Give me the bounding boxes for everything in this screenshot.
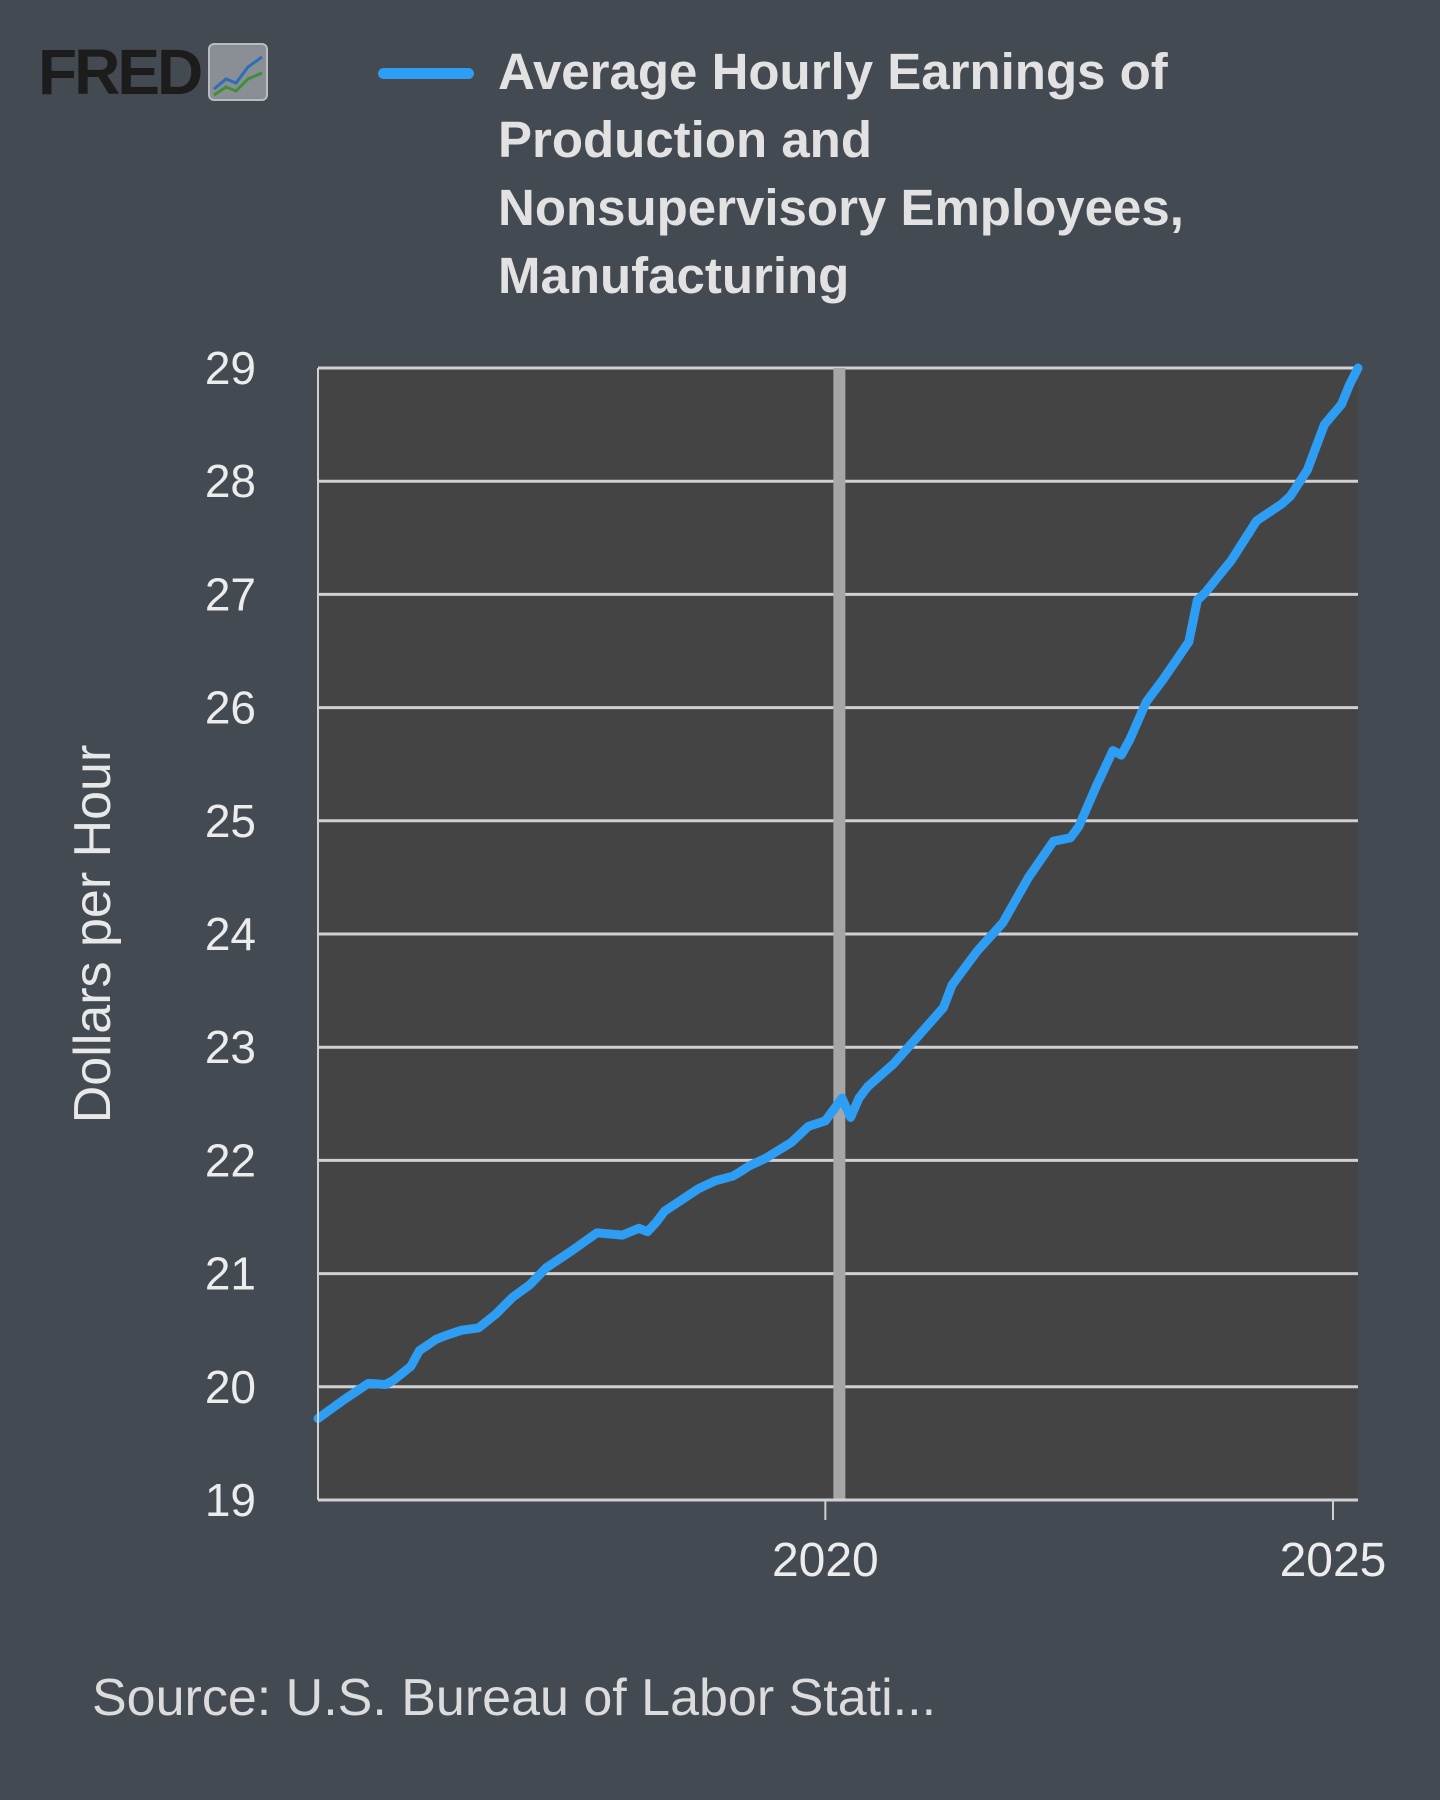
y-tick-20: 20	[205, 1361, 256, 1413]
y-tick-26: 26	[205, 682, 256, 734]
series-line	[313, 363, 1363, 1423]
legend-label: Average Hourly Earnings of Production an…	[498, 43, 1184, 304]
x-tick-2020: 2020	[772, 1534, 879, 1587]
tick-labels: 19 20 21 22 23 24 25 26 27 28 29 2020 2025	[205, 342, 1387, 1587]
y-tick-19: 19	[205, 1474, 256, 1526]
y-tick-28: 28	[205, 455, 256, 507]
fred-brand[interactable]: FRED	[38, 36, 269, 108]
axes	[317, 368, 1358, 1520]
series-layer	[313, 363, 1363, 1423]
y-tick-24: 24	[205, 908, 256, 960]
y-axis-title: Dollars per Hour	[64, 745, 122, 1124]
x-tick-2025: 2025	[1280, 1534, 1387, 1587]
source-note: Source: U.S. Bureau of Labor Stati...	[92, 1669, 937, 1727]
y-tick-25: 25	[205, 795, 256, 847]
y-tick-29: 29	[205, 342, 256, 394]
y-tick-23: 23	[205, 1021, 256, 1073]
legend-swatch	[378, 68, 474, 79]
grid-lines	[318, 366, 1358, 1500]
y-tick-21: 21	[205, 1248, 256, 1300]
y-tick-27: 27	[205, 568, 256, 620]
y-tick-22: 22	[205, 1134, 256, 1186]
fred-wordmark: FRED	[38, 36, 203, 108]
line-chart-icon	[208, 43, 269, 101]
chart-legend: Average Hourly Earnings of Production an…	[378, 38, 1258, 310]
